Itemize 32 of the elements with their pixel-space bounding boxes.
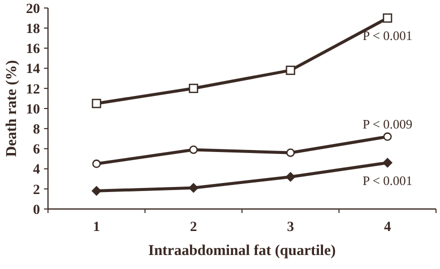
- y-tick-label: 20: [26, 2, 40, 17]
- y-tick-label: 18: [26, 22, 40, 37]
- x-tick-label: 4: [384, 220, 391, 235]
- y-tick-label: 8: [33, 122, 40, 138]
- annotation: P < 0.001: [362, 28, 412, 44]
- point: [189, 145, 198, 154]
- x-tick-label: 3: [287, 220, 294, 235]
- point: [286, 172, 296, 182]
- point: [286, 66, 296, 75]
- y-tick-label: 12: [26, 82, 40, 98]
- x-tick-label: 2: [190, 220, 197, 235]
- annotation: P < 0.009: [362, 116, 412, 132]
- y-tick-label: 6: [33, 142, 40, 158]
- point: [188, 84, 198, 94]
- point: [92, 186, 102, 196]
- y-tick-label: 0: [33, 202, 40, 218]
- y-tick-label: 16: [26, 42, 40, 58]
- x-tick-label: 1: [93, 220, 100, 235]
- point: [286, 148, 295, 157]
- point: [188, 182, 198, 193]
- y-tick-label: 4: [33, 162, 40, 178]
- y-tick-label: 14: [26, 62, 40, 78]
- y-axis-title: Death rate (%): [4, 60, 20, 157]
- point: [382, 13, 392, 23]
- point: [92, 160, 101, 168]
- x-axis-title: Intraabdominal fat (quartile): [148, 243, 336, 259]
- y-tick-label: 10: [26, 102, 40, 118]
- annotation: P < 0.001: [362, 172, 412, 188]
- point: [382, 158, 392, 168]
- point: [383, 132, 392, 141]
- y-tick-label: 2: [33, 182, 40, 198]
- point: [92, 98, 102, 108]
